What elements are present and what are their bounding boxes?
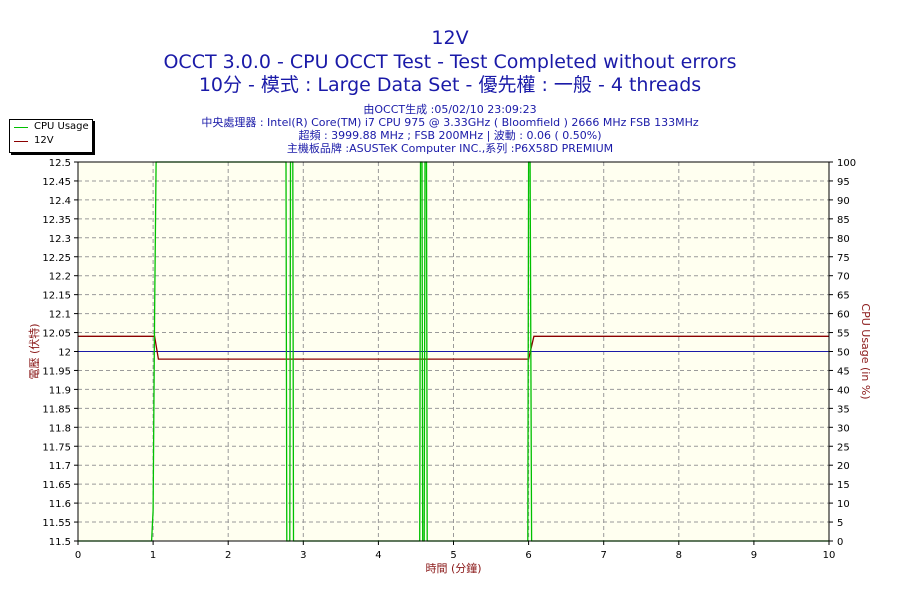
chart-title: 12V [431, 27, 469, 49]
motherboard-info: 主機板品牌 :ASUSTeK Computer INC.,系列 :P6X58D … [286, 142, 614, 155]
x-tick-label: 1 [150, 550, 156, 561]
y-right-tick-label: 0 [837, 537, 843, 548]
y-right-tick-label: 5 [837, 518, 843, 529]
x-tick-label: 8 [676, 550, 682, 561]
y-left-tick-label: 12.35 [42, 215, 71, 226]
y-right-tick-label: 30 [837, 423, 850, 434]
x-tick-label: 4 [375, 550, 381, 561]
y-right-tick-label: 15 [837, 480, 850, 491]
y-left-tick-label: 12 [58, 348, 71, 359]
y-right-tick-label: 85 [837, 215, 850, 226]
x-tick-label: 0 [75, 550, 81, 561]
y-left-tick-label: 12.4 [49, 196, 71, 207]
x-tick-label: 3 [300, 550, 306, 561]
y-right-tick-label: 20 [837, 461, 850, 472]
y-left-tick-label: 12.45 [42, 177, 71, 188]
x-tick-label: 10 [823, 550, 836, 561]
y-left-tick-label: 12.2 [49, 272, 71, 283]
y-left-tick-label: 11.5 [49, 537, 71, 548]
y-right-tick-label: 75 [837, 253, 850, 264]
legend-label-cpu-usage: CPU Usage [34, 121, 89, 132]
y-right-tick-label: 25 [837, 442, 850, 453]
y-left-tick-label: 11.65 [42, 480, 71, 491]
y-left-tick-label: 11.8 [49, 423, 71, 434]
y-right-tick-label: 70 [837, 272, 850, 283]
y-left-tick-label: 12.05 [42, 329, 71, 340]
y-right-tick-label: 45 [837, 366, 850, 377]
x-tick-label: 9 [751, 550, 757, 561]
test-title: OCCT 3.0.0 - CPU OCCT Test - Test Comple… [163, 51, 737, 73]
y-left-tick-label: 11.7 [49, 461, 71, 472]
plot-frame [77, 161, 830, 542]
legend-item-12v: 12V [10, 134, 92, 148]
y-left-tick-label: 11.85 [42, 404, 71, 415]
y-right-axis-title: CPU Usage (in %) [859, 303, 872, 399]
x-tick-label: 2 [225, 550, 231, 561]
y-left-tick-label: 11.75 [42, 442, 71, 453]
legend-item-cpu-usage: CPU Usage [10, 120, 92, 134]
legend-swatch-12v [14, 141, 28, 142]
test-mode: 10分 - 模式 : Large Data Set - 優先權 : 一般 - 4… [198, 74, 702, 96]
y-left-tick-label: 11.95 [42, 366, 71, 377]
y-left-tick-label: 11.6 [49, 499, 71, 510]
y-right-tick-label: 90 [837, 196, 850, 207]
y-left-tick-label: 12.25 [42, 253, 71, 264]
x-tick-label: 7 [601, 550, 607, 561]
y-left-axis-title: 電壓 (伏特) [27, 323, 41, 379]
y-left-tick-label: 12.15 [42, 291, 71, 302]
y-right-tick-label: 55 [837, 329, 850, 340]
y-left-tick-label: 11.55 [42, 518, 71, 529]
y-right-tick-label: 80 [837, 234, 850, 245]
generated-info: 由OCCT生成 :05/02/10 23:09:23 [363, 103, 537, 116]
chart-legend: CPU Usage 12V [9, 119, 93, 153]
y-right-tick-label: 50 [837, 348, 850, 359]
y-left-tick-label: 11.9 [49, 385, 71, 396]
series-line-cpu-usage [78, 161, 829, 542]
y-right-tick-label: 100 [837, 158, 856, 169]
y-right-tick-label: 35 [837, 404, 850, 415]
y-right-tick-label: 95 [837, 177, 850, 188]
x-tick-label: 5 [450, 550, 456, 561]
x-tick-label: 6 [525, 550, 531, 561]
legend-swatch-cpu-usage [14, 127, 28, 128]
cpu-info: 中央處理器 : Intel(R) Core(TM) i7 CPU 975 @ 3… [201, 116, 699, 129]
y-left-tick-label: 12.5 [49, 158, 71, 169]
legend-label-12v: 12V [34, 135, 54, 146]
y-right-tick-label: 10 [837, 499, 850, 510]
y-right-tick-label: 40 [837, 385, 850, 396]
y-right-tick-label: 65 [837, 291, 850, 302]
y-left-tick-label: 12.1 [49, 310, 71, 321]
y-right-tick-label: 60 [837, 310, 850, 321]
x-axis-title: 時間 (分鐘) [425, 561, 481, 575]
overclock-info: 超頻 : 3999.88 MHz ; FSB 200MHz | 波動 : 0.0… [298, 129, 602, 142]
y-left-tick-label: 12.3 [49, 234, 71, 245]
series-line-12v [78, 335, 829, 360]
